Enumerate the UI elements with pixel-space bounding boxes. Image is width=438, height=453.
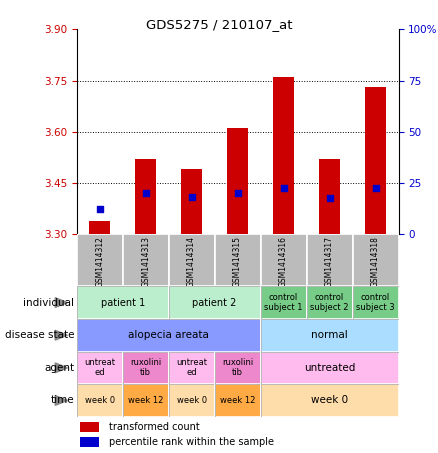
Text: transformed count: transformed count: [109, 422, 200, 432]
Point: [96, 205, 103, 212]
Text: time: time: [51, 395, 74, 405]
Text: untreat
ed: untreat ed: [84, 358, 115, 377]
Point: [142, 190, 149, 197]
Text: GSM1414314: GSM1414314: [187, 236, 196, 287]
Bar: [261, 286, 307, 319]
Text: control
subject 2: control subject 2: [311, 293, 349, 312]
Bar: [77, 352, 123, 384]
Bar: [169, 352, 215, 384]
Bar: [215, 234, 261, 286]
Text: week 0: week 0: [311, 395, 348, 405]
Text: GSM1414316: GSM1414316: [279, 236, 288, 287]
Bar: [77, 352, 123, 384]
Bar: [261, 286, 307, 319]
Text: normal: normal: [311, 330, 348, 340]
Text: GSM1414317: GSM1414317: [325, 236, 334, 287]
Point: [188, 193, 195, 200]
Point: [326, 195, 333, 202]
Bar: [215, 352, 261, 384]
Text: patient 1: patient 1: [100, 298, 145, 308]
Text: untreated: untreated: [304, 363, 355, 373]
Bar: [353, 286, 399, 319]
Bar: [123, 234, 169, 286]
Text: GSM1414315: GSM1414315: [233, 236, 242, 287]
Polygon shape: [55, 395, 67, 405]
Bar: [169, 286, 261, 319]
Bar: [80, 437, 99, 448]
Bar: [261, 384, 399, 417]
Bar: [169, 352, 215, 384]
Bar: [169, 384, 215, 417]
Bar: [123, 352, 169, 384]
Text: ruxolini
tib: ruxolini tib: [222, 358, 253, 377]
Bar: [77, 384, 123, 417]
Bar: [261, 352, 399, 384]
Text: untreat
ed: untreat ed: [176, 358, 207, 377]
Bar: [227, 128, 248, 234]
Text: GSM1414312: GSM1414312: [95, 236, 104, 287]
Text: disease state: disease state: [5, 330, 74, 340]
Bar: [261, 234, 307, 286]
Text: week 0: week 0: [177, 396, 207, 405]
Text: alopecia areata: alopecia areata: [128, 330, 209, 340]
Bar: [77, 286, 169, 319]
Bar: [353, 234, 399, 286]
Bar: [307, 286, 353, 319]
Text: GDS5275 / 210107_at: GDS5275 / 210107_at: [146, 18, 292, 31]
Bar: [307, 286, 353, 319]
Bar: [77, 286, 169, 319]
Bar: [123, 352, 169, 384]
Bar: [77, 319, 261, 352]
Text: percentile rank within the sample: percentile rank within the sample: [109, 437, 274, 447]
Bar: [215, 352, 261, 384]
Bar: [169, 286, 261, 319]
Text: control
subject 3: control subject 3: [356, 293, 395, 312]
Bar: [261, 352, 399, 384]
Bar: [215, 384, 261, 417]
Point: [280, 184, 287, 192]
Bar: [89, 221, 110, 234]
Bar: [261, 319, 399, 352]
Bar: [365, 87, 386, 234]
Text: agent: agent: [44, 363, 74, 373]
Bar: [123, 384, 169, 417]
Bar: [169, 384, 215, 417]
Bar: [307, 234, 353, 286]
Bar: [261, 384, 399, 417]
Text: individual: individual: [24, 298, 74, 308]
Point: [372, 184, 379, 192]
Polygon shape: [55, 330, 67, 340]
Bar: [273, 77, 294, 234]
Bar: [123, 384, 169, 417]
Bar: [80, 422, 99, 432]
Point: [234, 190, 241, 197]
Text: GSM1414318: GSM1414318: [371, 236, 380, 287]
Polygon shape: [55, 298, 67, 308]
Bar: [169, 234, 215, 286]
Bar: [77, 384, 123, 417]
Bar: [215, 384, 261, 417]
Text: week 0: week 0: [85, 396, 115, 405]
Bar: [135, 159, 156, 234]
Text: control
subject 1: control subject 1: [265, 293, 303, 312]
Bar: [77, 234, 123, 286]
Text: week 12: week 12: [128, 396, 163, 405]
Bar: [353, 286, 399, 319]
Text: patient 2: patient 2: [192, 298, 237, 308]
Bar: [319, 159, 340, 234]
Text: GSM1414313: GSM1414313: [141, 236, 150, 287]
Bar: [77, 319, 261, 352]
Polygon shape: [55, 363, 67, 373]
Bar: [181, 169, 202, 234]
Text: week 12: week 12: [220, 396, 255, 405]
Bar: [261, 319, 399, 352]
Text: ruxolini
tib: ruxolini tib: [130, 358, 161, 377]
